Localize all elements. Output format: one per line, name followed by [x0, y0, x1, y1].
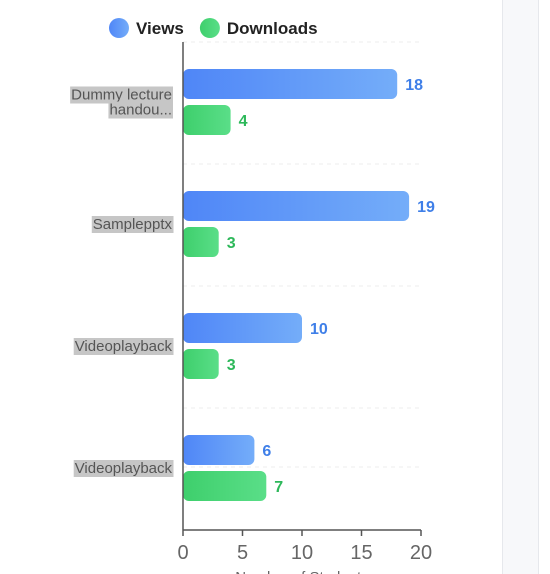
category-label-text: Videoplayback	[75, 460, 173, 477]
data-label: 19	[417, 199, 435, 216]
category-label: Samplepptx	[91, 216, 174, 233]
data-label: 4	[239, 113, 248, 130]
category-label: Videoplayback	[73, 338, 174, 355]
category-label: Dummy lecturehandou...	[70, 86, 173, 119]
legend-item-downloads: Downloads	[199, 18, 318, 38]
bar-downloads	[183, 471, 267, 501]
bar-views	[183, 435, 255, 465]
data-label: 6	[262, 443, 271, 460]
bar-views	[183, 69, 398, 99]
category-label-text: handou...	[109, 102, 172, 119]
category-label-text: Samplepptx	[93, 216, 173, 233]
label-highlight	[73, 460, 174, 477]
x-tick-label: 10	[291, 542, 313, 564]
data-label: 7	[274, 479, 283, 496]
x-tick-label: 20	[410, 542, 432, 564]
category-label-text: Dummy lecture	[71, 87, 172, 104]
data-label: 18	[405, 77, 423, 94]
bar-downloads	[183, 227, 219, 257]
axis-layer: 0 5 10 15 20 Number of Students	[177, 42, 432, 574]
bar-downloads	[183, 349, 219, 379]
label-highlight	[70, 86, 173, 104]
x-tick-label: 15	[350, 542, 372, 564]
bar-layer	[183, 69, 410, 501]
label-highlight	[108, 101, 173, 119]
x-axis-title: Number of Students	[235, 569, 368, 574]
data-label: 3	[227, 235, 236, 252]
data-label: 3	[227, 357, 236, 374]
x-tick-label: 0	[177, 542, 188, 564]
category-label-text: Videoplayback	[75, 338, 173, 355]
legend-label: Downloads	[227, 19, 318, 38]
legend-label: Views	[136, 19, 184, 38]
bar-views	[183, 191, 410, 221]
legend-item-views: Views	[109, 18, 184, 38]
label-highlight	[73, 338, 174, 355]
legend-swatch	[109, 18, 129, 38]
legend: Views Downloads	[109, 18, 318, 38]
data-label: 10	[310, 321, 328, 338]
category-label: Videoplayback	[73, 460, 174, 477]
label-highlight	[91, 216, 174, 233]
legend-swatch	[199, 18, 220, 38]
bar-views	[183, 313, 302, 343]
x-tick-label: 5	[237, 542, 248, 564]
bar-downloads	[183, 105, 231, 135]
scrollbar-track[interactable]	[538, 0, 550, 574]
